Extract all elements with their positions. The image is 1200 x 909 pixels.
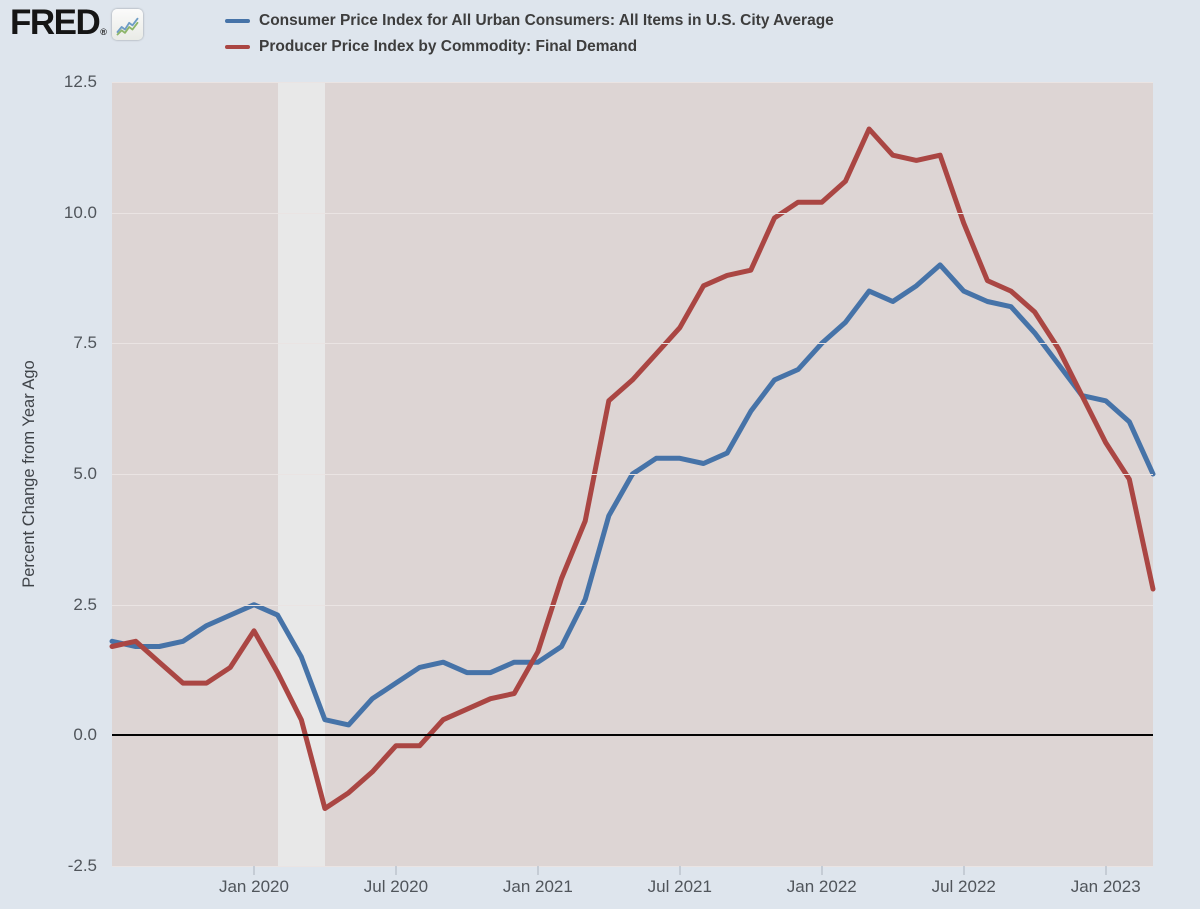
fred-logo-text: FRED — [10, 3, 101, 42]
registered-trademark: ® — [100, 27, 107, 37]
fred-sparkline-icon — [111, 9, 143, 40]
x-tick-label: Jan 2023 — [1070, 877, 1141, 896]
gridline — [112, 212, 1153, 214]
y-tick-label: 2.5 — [73, 594, 97, 614]
x-tick-label: Jul 2020 — [363, 877, 429, 896]
zero-line — [112, 734, 1153, 737]
legend: Consumer Price Index for All Urban Consu… — [225, 8, 834, 60]
x-tick-label: Jul 2022 — [931, 877, 996, 896]
fred-logo[interactable]: FRED ® — [10, 5, 143, 41]
x-tick-label: Jan 2021 — [502, 877, 573, 896]
x-tick-mark — [394, 866, 397, 875]
x-tick-mark — [820, 866, 823, 875]
x-tick-mark — [1104, 866, 1107, 875]
y-tick-label: 0.0 — [73, 725, 97, 745]
y-tick-label: 10.0 — [63, 202, 97, 222]
x-tick-mark — [536, 866, 539, 875]
y-tick-label: -2.5 — [67, 856, 97, 875]
y-tick-label: 12.5 — [63, 72, 97, 91]
ppi-series-swatch — [225, 45, 250, 49]
ppi-legend-label: Producer Price Index by Commodity: Final… — [259, 38, 638, 55]
x-tick-label: Jan 2022 — [786, 877, 857, 896]
ppi-series-line — [109, 126, 1156, 811]
y-tick-label: 5.0 — [73, 464, 97, 483]
x-tick-mark — [962, 866, 965, 875]
gridline — [112, 474, 1153, 475]
y-tick-label: 7.5 — [73, 333, 97, 353]
cpi-series-swatch — [225, 19, 250, 23]
cpi-legend-label: Consumer Price Index for All Urban Consu… — [259, 12, 834, 29]
gridline — [112, 82, 1153, 83]
x-tick-label: Jan 2020 — [218, 877, 289, 896]
legend-item-ppi: Producer Price Index by Commodity: Final… — [225, 34, 834, 60]
x-tick-label: Jul 2021 — [647, 877, 712, 896]
gridline — [112, 343, 1153, 345]
x-tick-mark — [252, 866, 255, 875]
gridline — [112, 866, 1153, 867]
plot-area[interactable] — [109, 82, 1156, 867]
legend-item-cpi: Consumer Price Index for All Urban Consu… — [225, 8, 834, 34]
gridline — [112, 604, 1153, 606]
x-tick-mark — [678, 866, 681, 875]
